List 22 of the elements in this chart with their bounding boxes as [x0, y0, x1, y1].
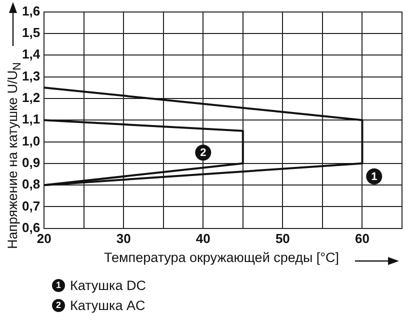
text: 1 — [56, 280, 61, 290]
x-axis-title: Температура окружающей среды [°C] — [104, 250, 340, 265]
x-tick-label: 30 — [116, 230, 131, 246]
legend-label: Катушка DC — [70, 278, 146, 292]
y-tick-label: 1,3 — [22, 68, 40, 84]
y-tick-label: 1,4 — [22, 46, 41, 62]
y-tick-label: 0,9 — [22, 155, 40, 170]
y-tick-label: 1,0 — [22, 133, 40, 148]
x-tick-label: 50 — [275, 230, 290, 246]
text: 2 — [56, 300, 61, 310]
annotation: 2 — [200, 147, 206, 160]
annotation: 1 — [371, 170, 378, 183]
x-tick-label: 60 — [354, 230, 370, 246]
y-tick-label: 1,6 — [22, 3, 40, 18]
y-tick-label: 0,6 — [22, 220, 40, 235]
x-tick-label: 40 — [196, 230, 210, 246]
y-tick-label: 0,8 — [22, 176, 40, 192]
y-tick-label: 1,5 — [22, 25, 40, 40]
y-tick-label: 1,1 — [22, 112, 40, 127]
y-tick-label: 1,2 — [22, 90, 40, 106]
y-tick-label: 0,7 — [22, 198, 40, 214]
legend-label: Катушка AC — [70, 298, 146, 312]
